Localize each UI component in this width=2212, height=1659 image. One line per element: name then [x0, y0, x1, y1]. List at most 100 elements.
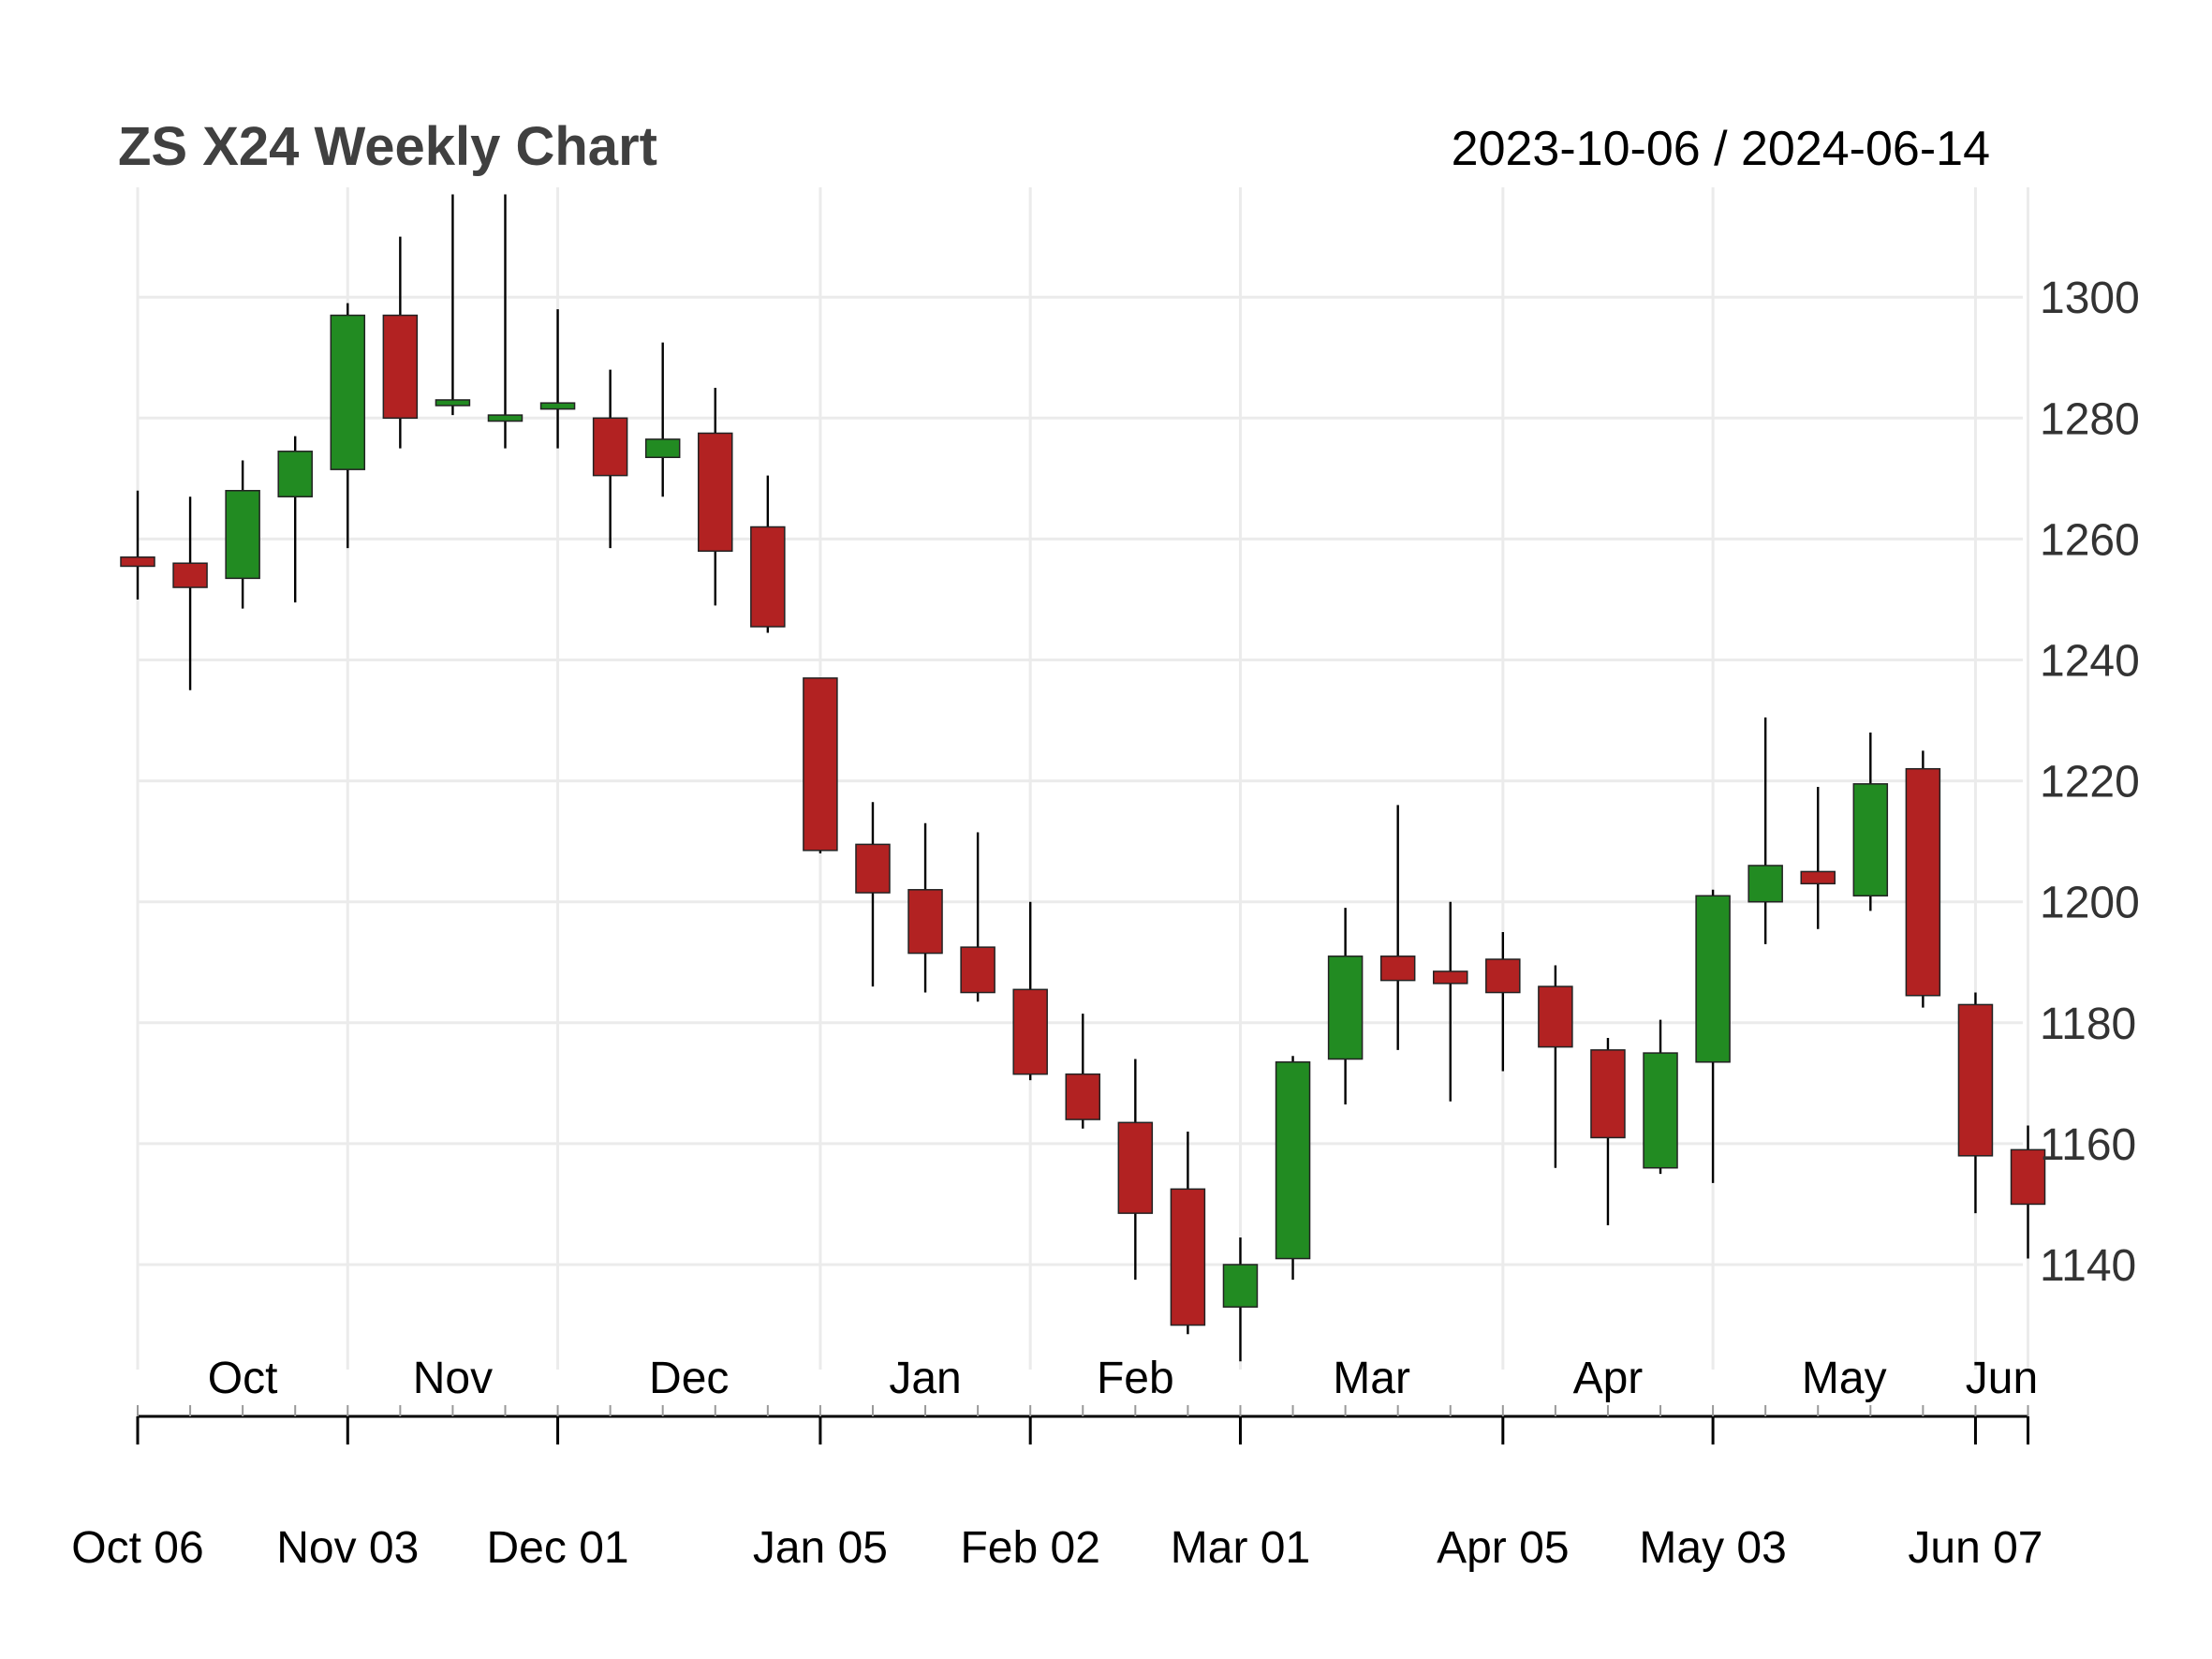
candles [120, 194, 2046, 1362]
candle [120, 490, 155, 600]
x-tick-label: Nov 03 [276, 1523, 419, 1573]
candle-body-down [960, 946, 995, 994]
candle-body-down [1538, 985, 1573, 1048]
month-label: Oct [208, 1354, 278, 1403]
candle [698, 388, 733, 606]
candle-body-down [2010, 1148, 2046, 1206]
month-label: Dec [649, 1354, 729, 1403]
y-tick-label: 1300 [2040, 274, 2140, 323]
candle [1065, 1014, 1101, 1129]
candle-body-down [1800, 870, 1836, 885]
candle [644, 342, 681, 497]
candle-body-down [1379, 955, 1416, 982]
candle-body-down [1590, 1049, 1626, 1139]
candle [487, 194, 524, 449]
date-range-label: 2023-10-06 / 2024-06-14 [1452, 122, 1990, 176]
x-tick-label: Dec 01 [487, 1523, 629, 1573]
candle-body-down [382, 314, 419, 420]
candle [1695, 889, 1731, 1183]
candle-body-up [330, 314, 366, 470]
candle-body-up [435, 399, 471, 407]
candle-body-up [644, 438, 681, 459]
x-tick-label: May 03 [1639, 1523, 1786, 1573]
candle-body-down [698, 432, 733, 553]
candle [803, 677, 838, 854]
candle [330, 303, 366, 549]
y-tick-label: 1180 [2040, 1000, 2136, 1049]
candle [225, 460, 260, 609]
month-label: Jun [1966, 1354, 2038, 1403]
candle [1538, 965, 1573, 1168]
candle [1222, 1237, 1259, 1362]
y-tick-label: 1160 [2040, 1120, 2136, 1170]
candle [1905, 750, 1941, 1008]
candle-body-up [1222, 1264, 1259, 1308]
month-label: May [1802, 1354, 1887, 1403]
x-tick-label: Mar 01 [1171, 1523, 1310, 1573]
month-label: Apr [1573, 1354, 1644, 1403]
candle-body-down [172, 562, 208, 588]
candle-body-down [907, 889, 943, 955]
candle-body-down [1065, 1073, 1101, 1120]
candle [592, 369, 628, 549]
candle-body-up [1695, 895, 1731, 1063]
candle [1379, 805, 1416, 1050]
candle [1800, 787, 1836, 929]
candle-body-down [1485, 958, 1521, 994]
candle [435, 194, 471, 416]
candle-body-up [1327, 955, 1364, 1060]
candle-body-down [1905, 767, 1941, 997]
candle [1275, 1056, 1311, 1281]
y-tick-label: 1280 [2040, 394, 2140, 444]
candle [1747, 717, 1783, 944]
candle [1117, 1059, 1154, 1281]
candle [1433, 901, 1468, 1102]
candle-body-up [1852, 783, 1889, 896]
candle-body-down [1170, 1188, 1206, 1326]
candle [750, 475, 786, 633]
y-tick-label: 1260 [2040, 515, 2140, 565]
y-tick-label: 1220 [2040, 758, 2140, 807]
candle-body-down [855, 843, 891, 894]
candle [1327, 908, 1364, 1104]
y-tick-label: 1240 [2040, 637, 2140, 687]
x-tick-label: Oct 06 [71, 1523, 203, 1573]
candle-body-up [225, 490, 260, 580]
candle-body-up [487, 414, 524, 422]
candle [1643, 1019, 1678, 1175]
candle-body-down [592, 417, 628, 477]
x-tick-label: Jan 05 [753, 1523, 888, 1573]
candle-body-up [277, 451, 313, 497]
candle [855, 802, 891, 987]
month-label: Mar [1333, 1354, 1410, 1403]
y-tick-label: 1200 [2040, 879, 2140, 928]
candle [382, 236, 419, 449]
candle [960, 832, 995, 1002]
candle [1852, 732, 1889, 911]
candle-body-down [1012, 988, 1048, 1075]
candle [1485, 931, 1521, 1072]
candle-body-down [1433, 970, 1468, 985]
candle [1590, 1037, 1626, 1226]
candle-body-up [539, 402, 576, 410]
candle-body-up [1643, 1052, 1678, 1169]
month-label: Feb [1097, 1354, 1174, 1403]
x-tick-label: Jun 07 [1908, 1523, 2042, 1573]
candle [907, 822, 943, 993]
candle [1957, 992, 1994, 1214]
candle [172, 496, 208, 690]
candle-body-up [1275, 1061, 1311, 1260]
x-tick-label: Apr 05 [1437, 1523, 1569, 1573]
candle-body-down [750, 526, 786, 628]
candle-body-up [1747, 865, 1783, 903]
candle-body-down [1117, 1121, 1154, 1214]
candle-body-down [803, 677, 838, 852]
candle [2010, 1125, 2046, 1259]
chart-title: ZS X24 Weekly Chart [118, 116, 657, 177]
x-tick-label: Feb 02 [960, 1523, 1099, 1573]
month-label: Nov [413, 1354, 493, 1403]
candle [539, 309, 576, 449]
candle [1012, 901, 1048, 1081]
grid-lines [136, 187, 2030, 1370]
